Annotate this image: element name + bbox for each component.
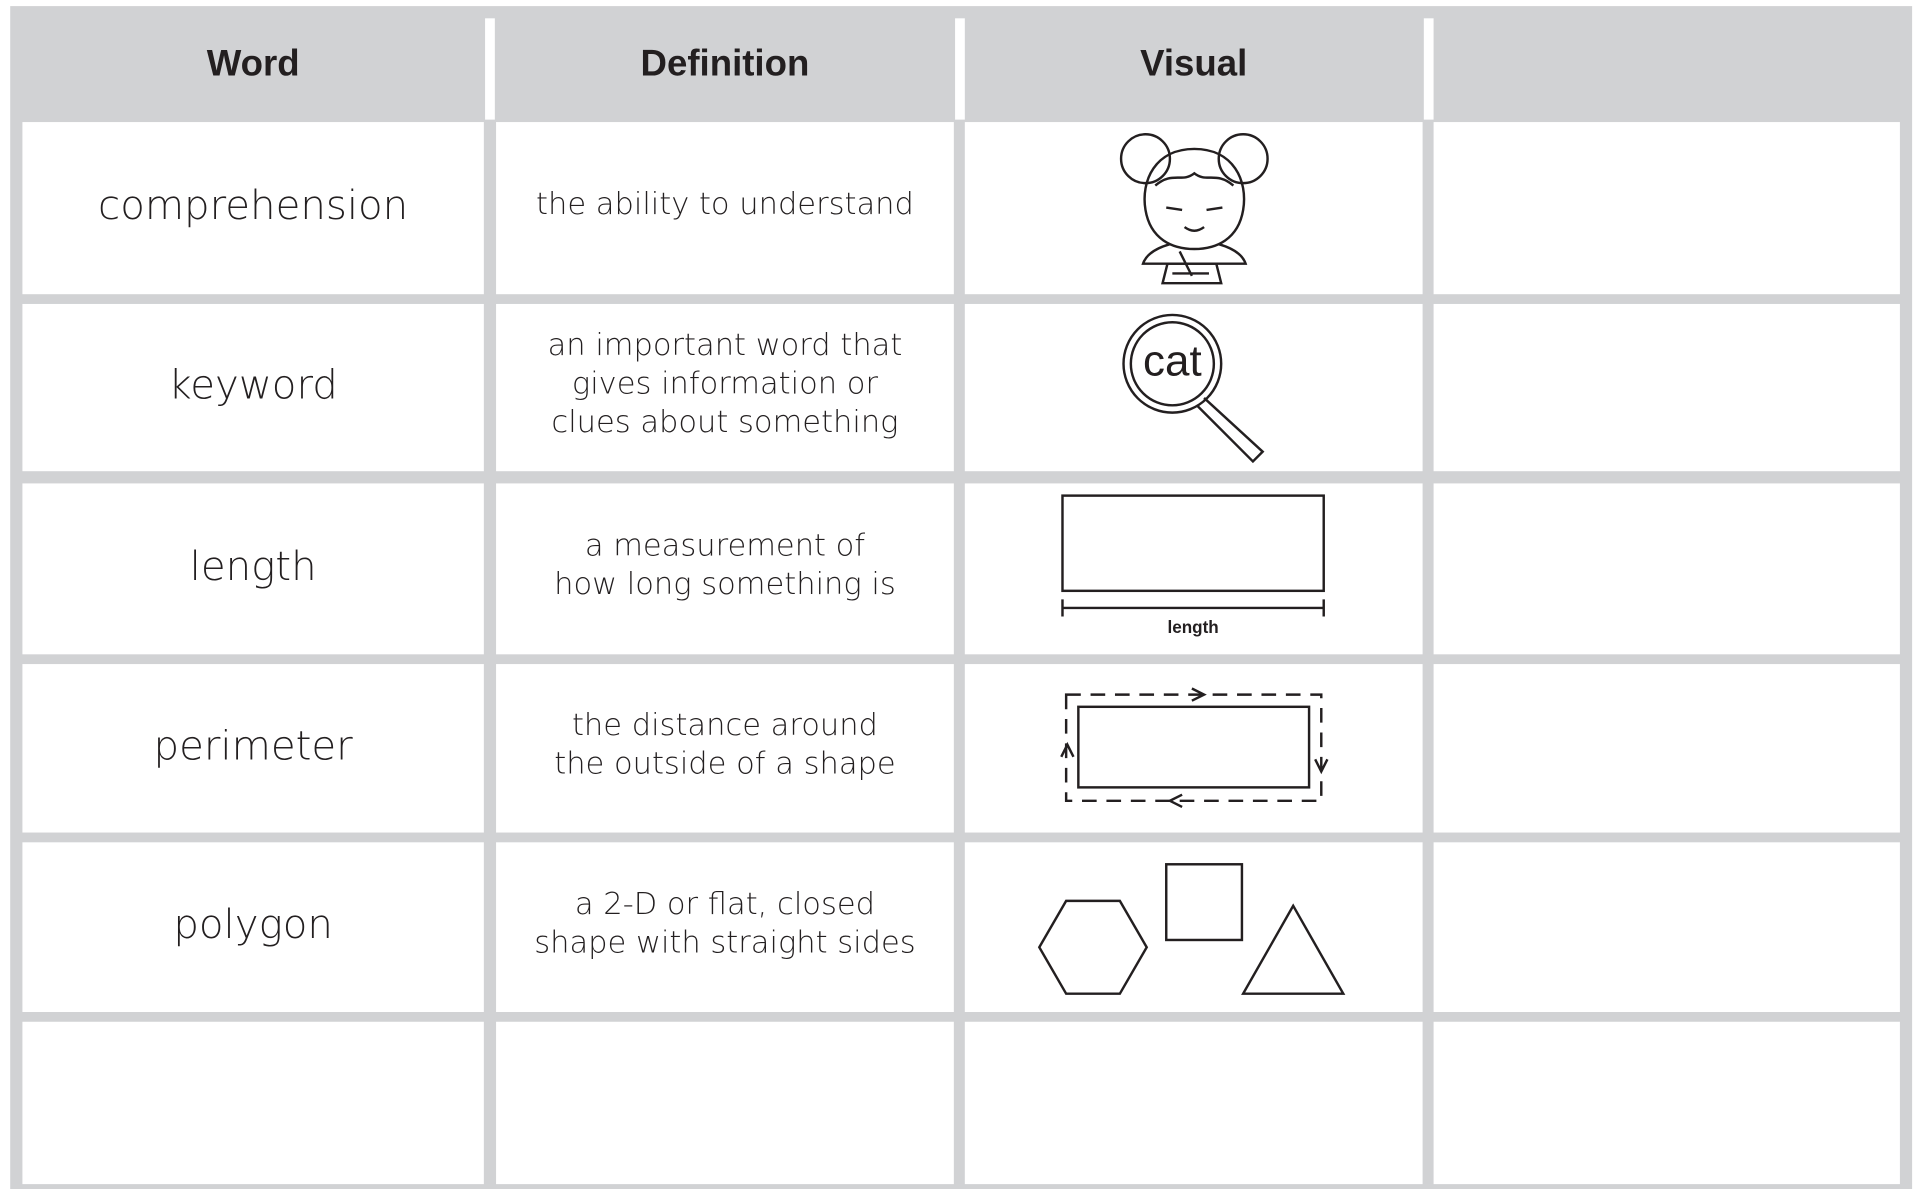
header-divider [485, 18, 495, 120]
cell [1433, 664, 1900, 833]
cell [22, 122, 484, 295]
definition-line: a measurement of [585, 529, 866, 564]
definition-line: the ability to understand [536, 187, 914, 222]
square [1165, 863, 1244, 942]
column-header: Definition [641, 43, 810, 84]
definition-line: shape with straight sides [534, 925, 915, 960]
cell [496, 842, 954, 1012]
cell [496, 664, 954, 833]
definition-line: clues about something [551, 405, 898, 440]
cell [22, 842, 484, 1012]
magnifier-word: cat [1143, 336, 1202, 385]
cell [1433, 303, 1900, 472]
definition-line: a 2-D or flat, closed [575, 887, 875, 922]
cell [964, 1021, 1423, 1185]
cell [496, 303, 954, 472]
lens-outer [1122, 313, 1223, 414]
column-header: Visual [1140, 43, 1247, 84]
word: perimeter [154, 723, 354, 769]
triangle [1241, 903, 1346, 995]
polygons-icon [1037, 863, 1346, 995]
hair [1154, 171, 1235, 187]
word: comprehension [98, 183, 408, 229]
texts: Word Definition Visual comprehension the abi… [98, 43, 1247, 961]
cell [964, 483, 1423, 655]
cell [1433, 483, 1900, 655]
cell [1433, 842, 1900, 1012]
cell [1433, 1021, 1900, 1185]
word: polygon [173, 902, 333, 948]
head [1143, 147, 1246, 251]
column-header: Word [207, 43, 300, 84]
definition-line: the distance around [572, 708, 878, 743]
hexagon [1037, 899, 1149, 995]
definition-line: how long something is [554, 567, 896, 602]
word: length [190, 544, 317, 590]
girl-icon [1119, 133, 1269, 285]
cell [1433, 122, 1900, 295]
cell [22, 1021, 484, 1185]
rectangle [1061, 494, 1325, 593]
header-divider [1423, 18, 1434, 120]
cell [964, 842, 1423, 1012]
cell [22, 483, 484, 655]
cell [964, 122, 1423, 295]
cell [496, 483, 954, 655]
header-divider [955, 18, 965, 120]
measure-line [1061, 599, 1325, 617]
word: keyword [168, 363, 337, 409]
face [1166, 206, 1223, 232]
length-icon: length [1061, 494, 1325, 637]
arrows [1060, 687, 1329, 809]
cell [496, 122, 954, 295]
lens-inner [1129, 321, 1216, 407]
rectangle [1077, 705, 1311, 789]
cell [496, 1021, 954, 1185]
handle [1195, 397, 1265, 464]
definition-line: an important word that [548, 328, 903, 363]
cell [22, 303, 484, 472]
cell [964, 303, 1423, 472]
paper [1161, 250, 1223, 285]
measure-label: length [1167, 618, 1218, 637]
definition-line: the outside of a shape [554, 747, 895, 782]
cells [22, 18, 1900, 1185]
magnifier-icon: cat [1122, 313, 1265, 464]
cell [964, 664, 1423, 833]
cell [22, 664, 484, 833]
definition-line: gives information or [572, 367, 879, 402]
perimeter-icon [1060, 687, 1329, 809]
